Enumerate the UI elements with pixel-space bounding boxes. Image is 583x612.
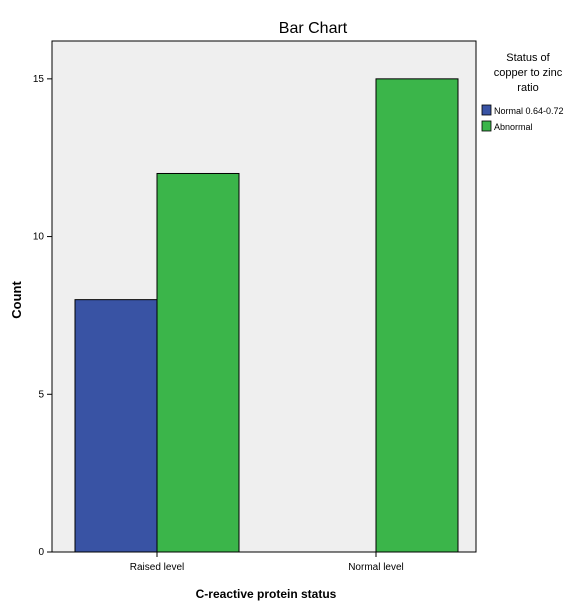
- y-axis-label: Count: [9, 281, 24, 319]
- x-axis: Raised level Normal level: [130, 552, 404, 573]
- legend-label: Abnormal: [494, 122, 533, 132]
- legend-items: Normal 0.64-0.72 Abnormal: [481, 104, 564, 132]
- bar-abnormal-raised-level: [156, 172, 240, 553]
- legend-title-line: copper to zinc: [494, 67, 563, 79]
- legend-title: Status of copper to zinc ratio: [494, 52, 563, 94]
- legend: Status of copper to zinc ratio Normal 0.64…: [481, 52, 564, 132]
- y-tick-label: 0: [38, 547, 44, 558]
- y-axis: 0 5 10 15: [33, 74, 52, 558]
- legend-swatch: [481, 104, 492, 116]
- bars: [74, 78, 459, 553]
- chart-title: Bar Chart: [279, 20, 348, 37]
- legend-label: Normal 0.64-0.72: [494, 106, 564, 116]
- legend-title-line: Status of: [506, 52, 550, 64]
- bar-abnormal-normal-level: [375, 78, 459, 553]
- y-tick-label: 15: [33, 74, 45, 85]
- y-tick-label: 5: [38, 389, 44, 400]
- x-tick-label: Raised level: [130, 562, 184, 573]
- bar-normal-raised-level: [74, 299, 158, 553]
- legend-title-line: ratio: [517, 82, 538, 94]
- legend-swatch: [481, 120, 492, 132]
- x-axis-label: C-reactive protein status: [196, 587, 337, 601]
- x-tick-label: Normal level: [348, 562, 404, 573]
- y-tick-label: 10: [33, 232, 45, 243]
